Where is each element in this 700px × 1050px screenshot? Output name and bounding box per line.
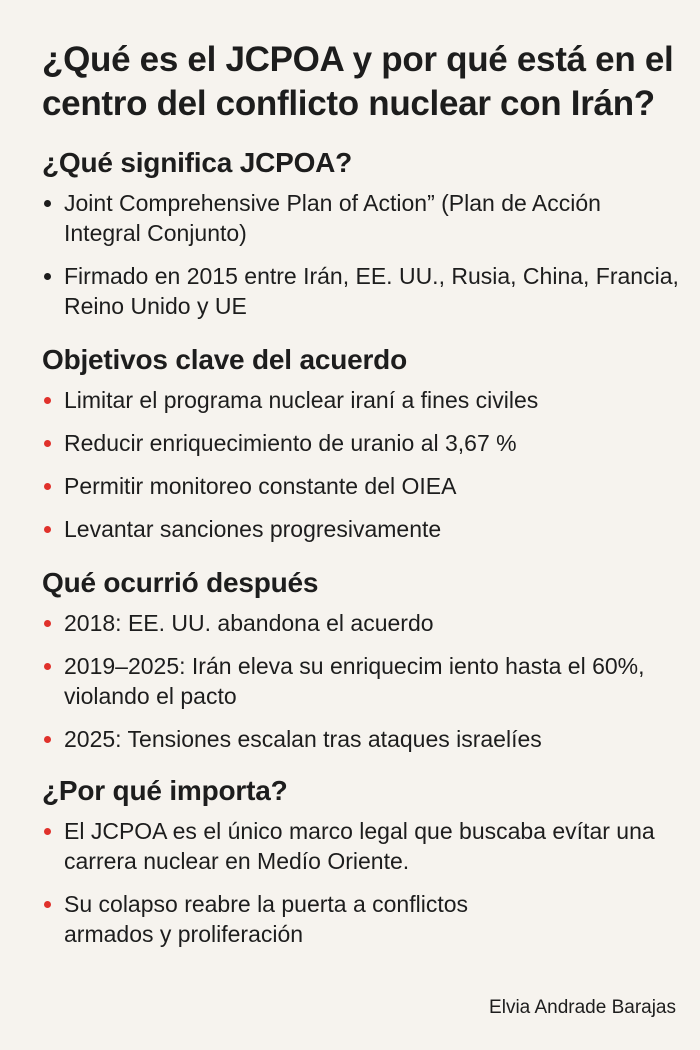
section-heading-objectives: Objetivos clave del acuerdo [42, 344, 407, 375]
list-item: Permitir monitoreo constante del OIEA [42, 471, 682, 501]
list-item: 2019–2025: Irán eleva su enriquecim ient… [42, 651, 682, 711]
list-item: Limitar el programa nuclear iraní a fine… [42, 385, 682, 415]
bullet-icon [44, 526, 51, 533]
list-item-text: Limitar el programa nuclear iraní a fine… [64, 387, 539, 413]
bullet-icon [44, 483, 51, 490]
bullet-icon [44, 273, 51, 280]
bullet-icon [44, 440, 51, 447]
list-item: Reducir enriquecimiento de uranio al 3,6… [42, 428, 682, 458]
page-title: ¿Qué es el JCPOA y por qué está en el ce… [42, 40, 674, 123]
list-item: Levantar sanciones progresivamente [42, 514, 682, 544]
aftermath-list: 2018: EE. UU. abandona el acuerdo 2019–2… [42, 608, 682, 754]
list-item-text: Firmado en 2015 entre Irán, EE. UU., Rus… [64, 263, 679, 319]
section-heading-meaning: ¿Qué significa JCPOA? [42, 147, 353, 178]
section-heading-aftermath: Qué ocurrió después [42, 567, 319, 598]
section-importance: ¿Por qué importa? El JCPOA es el único m… [42, 774, 682, 949]
list-item-text: Permitir monitoreo constante del OIEA [64, 473, 457, 499]
list-item-text: 2018: EE. UU. abandona el acuerdo [64, 610, 434, 636]
list-item: Firmado en 2015 entre Irán, EE. UU., Rus… [42, 261, 682, 321]
bullet-icon [44, 200, 51, 207]
objectives-list: Limitar el programa nuclear iraní a fine… [42, 385, 682, 544]
list-item-text: 2019–2025: Irán eleva su enriquecim ient… [64, 653, 645, 709]
section-heading-importance: ¿Por qué importa? [42, 775, 288, 806]
list-item-text: Su colapso reabre la puerta a conflictos… [64, 891, 469, 947]
bullet-icon [44, 620, 51, 627]
bullet-icon [44, 397, 51, 404]
importance-list: El JCPOA es el único marco legal que bus… [42, 816, 682, 949]
bullet-icon [44, 663, 51, 670]
list-item-text: 2025: Tensiones escalan tras ataques isr… [64, 726, 542, 752]
list-item: 2018: EE. UU. abandona el acuerdo [42, 608, 682, 638]
list-item: 2025: Tensiones escalan tras ataques isr… [42, 724, 682, 754]
bullet-icon [44, 828, 51, 835]
bullet-icon [44, 901, 51, 908]
list-item: El JCPOA es el único marco legal que bus… [42, 816, 682, 876]
list-item-text: Reducir enriquecimiento de uranio al 3,6… [64, 430, 517, 456]
section-aftermath: Qué ocurrió después 2018: EE. UU. abando… [42, 566, 682, 754]
list-item-text: Joint Comprehensive Plan of Action” (Pla… [64, 190, 601, 246]
list-item: Joint Comprehensive Plan of Action” (Pla… [42, 188, 682, 248]
infographic: ¿Qué es el JCPOA y por qué está en el ce… [42, 38, 682, 962]
list-item-text: Levantar sanciones progresivamente [64, 516, 442, 542]
meaning-list: Joint Comprehensive Plan of Action” (Pla… [42, 188, 682, 321]
list-item: Su colapso reabre la puerta a conflictos… [42, 889, 484, 949]
section-meaning: ¿Qué significa JCPOA? Joint Comprehensiv… [42, 146, 682, 321]
author-signature: Elvia Andrade Barajas [489, 997, 676, 1018]
bullet-icon [44, 736, 51, 743]
section-objectives: Objetivos clave del acuerdo Limitar el p… [42, 343, 682, 544]
list-item-text: El JCPOA es el único marco legal que bus… [64, 818, 655, 874]
